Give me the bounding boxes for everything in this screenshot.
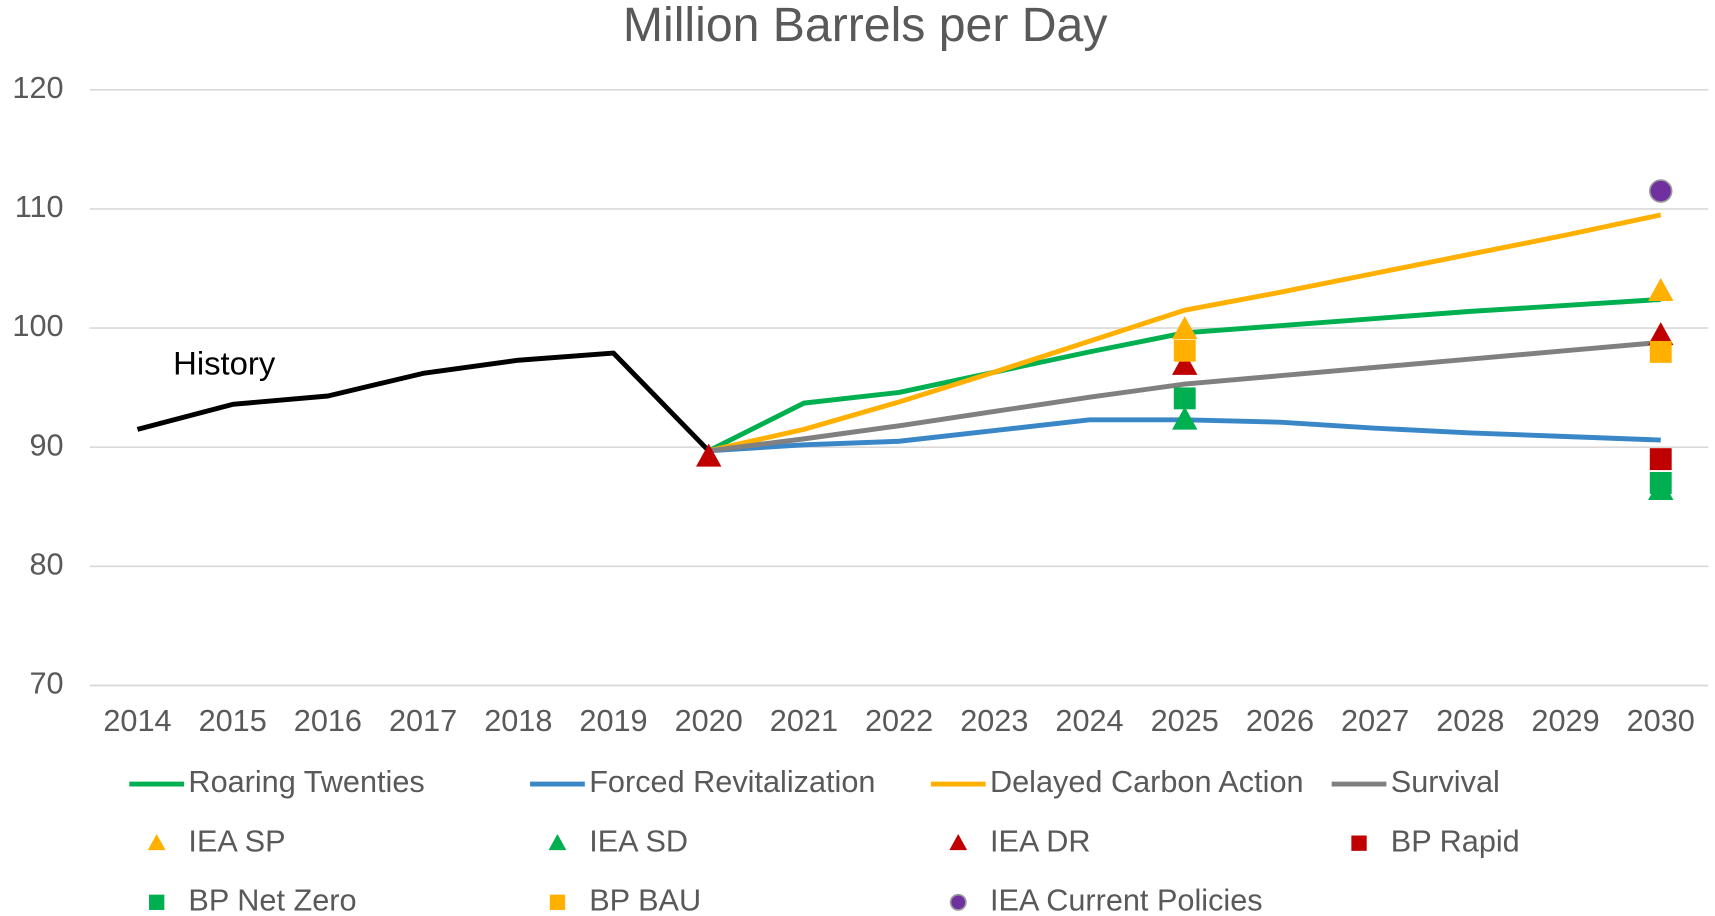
legend-marker <box>1351 835 1367 851</box>
legend-marker <box>548 833 567 851</box>
x-tick-label: 2025 <box>1151 704 1219 738</box>
x-tick-label: 2023 <box>960 704 1028 738</box>
history-line <box>136 350 711 453</box>
legend-label: Delayed Carbon Action <box>990 765 1304 799</box>
legend-marker <box>147 833 166 851</box>
marker <box>1172 406 1198 430</box>
marker <box>1648 179 1673 203</box>
x-tick-label: 2015 <box>199 704 267 738</box>
x-tick-label: 2029 <box>1531 704 1599 738</box>
legend-label: Roaring Twenties <box>188 765 424 799</box>
chart-title: Million Barrels per Day <box>623 0 1108 52</box>
x-tick-label: 2016 <box>294 704 362 738</box>
y-tick-label: 70 <box>29 667 63 701</box>
annotation: History <box>173 344 276 381</box>
x-tick-label: 2028 <box>1436 704 1504 738</box>
x-tick-label: 2014 <box>103 704 171 738</box>
y-tick-label: 100 <box>12 309 63 343</box>
legend-label: BP BAU <box>589 883 701 916</box>
legend-label: Forced Revitalization <box>589 765 875 799</box>
x-tick-label: 2020 <box>675 704 743 738</box>
marker <box>1173 339 1196 362</box>
marker <box>1172 316 1198 340</box>
x-tick-label: 2018 <box>484 704 552 738</box>
y-tick-label: 110 <box>15 190 64 224</box>
legend-marker <box>949 833 968 851</box>
x-tick-label: 2030 <box>1627 704 1695 738</box>
marker <box>1649 472 1672 494</box>
x-tick-label: 2022 <box>865 704 933 738</box>
x-tick-label: 2027 <box>1341 704 1409 738</box>
marker <box>1648 322 1674 346</box>
marker <box>1648 277 1674 301</box>
legend-label: BP Net Zero <box>188 883 356 916</box>
marker <box>1649 340 1672 363</box>
legend-marker <box>149 894 165 910</box>
y-tick-label: 90 <box>29 428 63 462</box>
x-tick-label: 2026 <box>1246 704 1314 738</box>
legend-label: IEA SD <box>589 824 688 858</box>
marker <box>1173 387 1196 410</box>
y-tick-label: 80 <box>29 547 63 581</box>
legend-label: Survival <box>1391 765 1500 799</box>
y-tick-label: 120 <box>12 71 63 105</box>
marker <box>1172 351 1198 375</box>
legend-label: BP Rapid <box>1391 824 1520 858</box>
x-tick-label: 2019 <box>579 704 647 738</box>
x-tick-label: 2024 <box>1055 704 1123 738</box>
marker <box>1649 448 1672 471</box>
x-tick-label: 2021 <box>770 704 838 738</box>
legend-marker <box>549 894 566 910</box>
series-line <box>708 339 1661 454</box>
legend-marker <box>949 893 967 911</box>
marker <box>696 443 722 467</box>
series-line <box>708 212 1662 454</box>
legend-label: IEA DR <box>990 824 1091 858</box>
legend-label: IEA SP <box>188 824 285 858</box>
x-tick-label: 2017 <box>389 704 457 738</box>
legend-label: IEA Current Policies <box>990 883 1263 916</box>
